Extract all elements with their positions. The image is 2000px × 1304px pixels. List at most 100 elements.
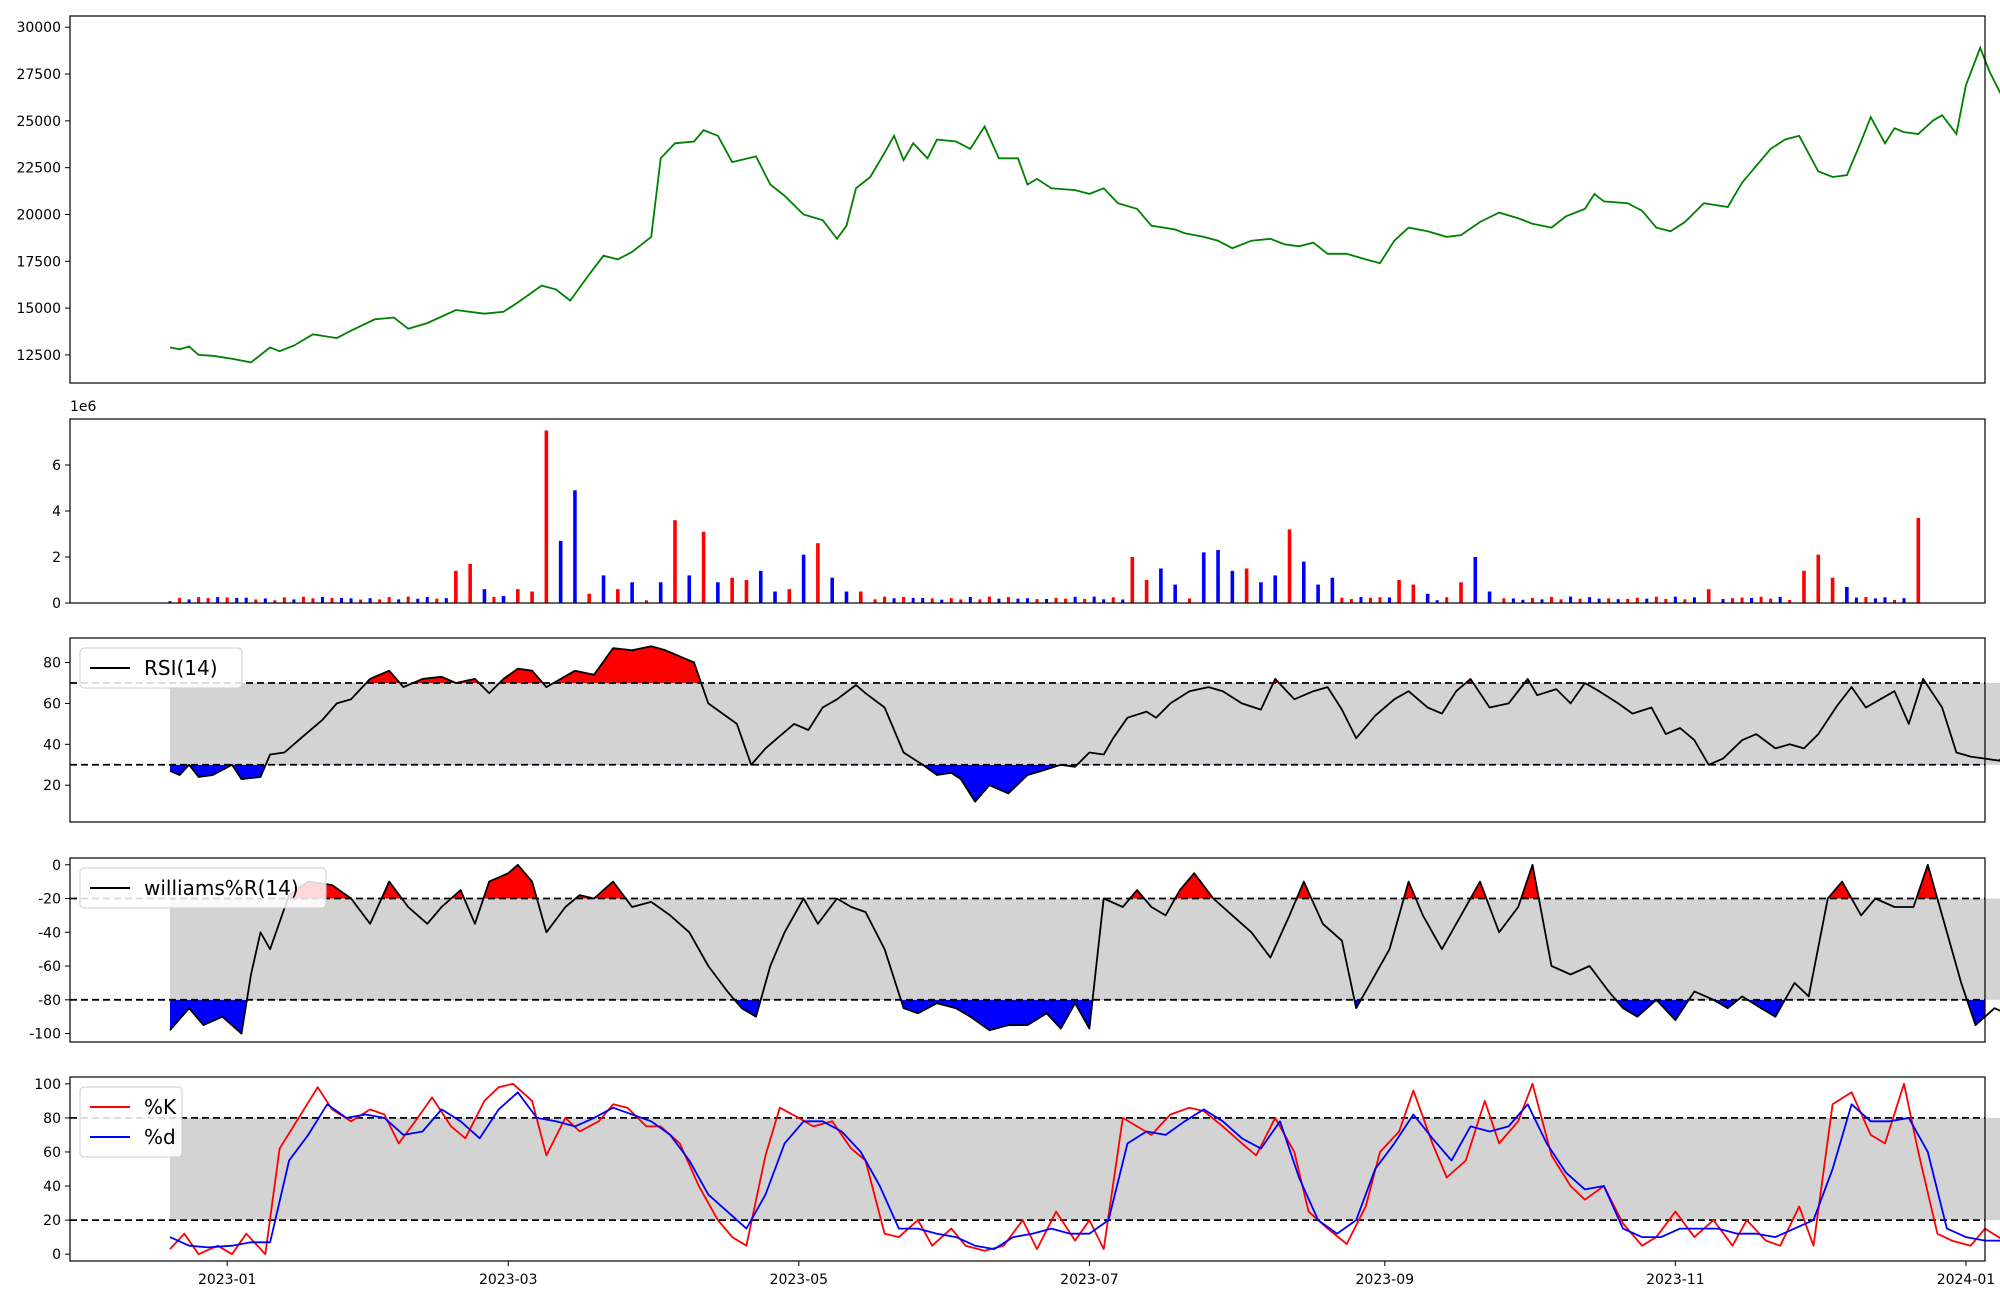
volume-bar xyxy=(687,575,692,603)
volume-bar xyxy=(1121,599,1125,603)
volume-bar xyxy=(1759,596,1763,603)
legend-label: %K xyxy=(144,1095,177,1119)
volume-bar xyxy=(1130,557,1135,603)
volume-bar xyxy=(1316,584,1320,603)
price-panel: 12500 15000 17500 20000 22500 25000 27500 30000 xyxy=(16,15,2000,384)
volume-bar xyxy=(892,598,896,603)
y-tick-label: 6 xyxy=(52,458,61,474)
volume-bar xyxy=(997,598,1001,603)
volume-bar xyxy=(1511,598,1515,603)
volume-bar xyxy=(1026,598,1029,603)
volume-bar xyxy=(902,597,906,603)
volume-bar xyxy=(1259,582,1263,603)
y-tick-label: -80 xyxy=(38,993,61,1009)
volume-bar xyxy=(1340,597,1344,603)
volume-bar xyxy=(1645,598,1649,603)
volume-bar xyxy=(1607,598,1611,603)
y-tick-label: -100 xyxy=(29,1027,61,1043)
volume-bar xyxy=(1435,600,1439,603)
volume-bar xyxy=(1635,597,1639,603)
volume-bar xyxy=(1006,597,1010,603)
volume-bar xyxy=(787,589,792,603)
volume-bar xyxy=(1473,557,1478,603)
volume-bar xyxy=(921,598,925,603)
series-line xyxy=(169,1091,2000,1250)
volume-bar xyxy=(1159,568,1163,603)
rsi-panel: 20 40 60 80 RSI(14) xyxy=(43,637,2000,823)
volume-bar xyxy=(349,598,353,603)
y-tick-label: -20 xyxy=(38,892,61,908)
volume-bar xyxy=(206,598,210,603)
volume-offset-label: 1e6 xyxy=(70,399,97,415)
volume-bar xyxy=(816,543,820,603)
volume-bar xyxy=(1287,529,1292,603)
volume-bar xyxy=(1111,597,1115,603)
volume-bar xyxy=(1569,596,1573,603)
volume-bar xyxy=(968,596,972,603)
legend-label: RSI(14) xyxy=(144,656,218,680)
volume-bar xyxy=(530,591,534,603)
y-tick-label: 40 xyxy=(43,1179,61,1195)
series-line xyxy=(169,863,2000,1035)
volume-bar xyxy=(1368,597,1372,603)
volume-bar xyxy=(1550,596,1554,603)
volume-bar xyxy=(311,598,315,603)
volume-bar xyxy=(873,599,877,603)
volume-bar xyxy=(244,597,248,603)
volume-bar xyxy=(340,597,344,603)
volume-bar xyxy=(701,531,706,603)
volume-bar xyxy=(1816,554,1821,603)
volume-bar xyxy=(378,599,382,603)
volume-bar xyxy=(1330,577,1335,603)
volume-bar xyxy=(1301,561,1306,603)
volume-bar xyxy=(235,597,239,603)
volume-bar xyxy=(940,599,944,603)
volume-bar xyxy=(1230,570,1235,603)
volume-bar xyxy=(406,596,410,603)
volume-bar xyxy=(1802,570,1806,603)
volume-bar xyxy=(387,597,391,603)
volume-bar xyxy=(454,570,458,603)
panel-frame xyxy=(69,1076,1986,1262)
x-tick-label: 2024-01 xyxy=(1937,1272,1996,1288)
y-tick-label: 60 xyxy=(43,696,61,712)
volume-bar xyxy=(368,598,372,603)
volume-bar xyxy=(883,596,887,603)
volume-bar xyxy=(1378,597,1382,603)
legend-box xyxy=(79,1086,183,1158)
neutral-band xyxy=(170,1117,2000,1221)
volume-bar xyxy=(397,599,401,603)
volume-bar xyxy=(1187,598,1191,603)
volume-bar xyxy=(573,490,577,603)
volume-bar xyxy=(435,598,439,603)
volume-bar xyxy=(501,596,506,603)
panel-frame xyxy=(69,418,1986,604)
y-tick-label: 20 xyxy=(43,778,61,794)
overbought-fill xyxy=(170,864,1985,899)
y-tick-label: 2 xyxy=(52,550,61,566)
volume-bar xyxy=(1035,599,1039,603)
volume-bar xyxy=(492,596,496,603)
volume-bar xyxy=(949,598,953,603)
legend-box xyxy=(79,647,243,689)
volume-bar xyxy=(1425,593,1430,603)
volume-bar xyxy=(263,598,267,603)
y-tick-label: 20 xyxy=(43,1213,61,1229)
volume-bar xyxy=(1397,580,1401,603)
x-axis: 2023-01 2023-03 2023-05 2023-07 2023-09 2023-… xyxy=(198,1261,1995,1288)
volume-bar xyxy=(1359,597,1363,603)
volume-bar xyxy=(320,596,324,603)
y-tick-label: 0 xyxy=(52,1247,61,1263)
volume-bar xyxy=(844,591,849,603)
volume-bar xyxy=(644,600,648,603)
volume-bar xyxy=(1788,599,1792,603)
volume-bar xyxy=(1045,598,1049,603)
volume-bar xyxy=(930,598,934,603)
x-tick-label: 2023-09 xyxy=(1356,1272,1415,1288)
volume-bar xyxy=(468,563,472,603)
y-tick-label: 80 xyxy=(43,656,61,672)
volume-bar xyxy=(858,591,863,603)
legend-label: %d xyxy=(144,1125,176,1149)
volume-bar xyxy=(1273,575,1278,603)
